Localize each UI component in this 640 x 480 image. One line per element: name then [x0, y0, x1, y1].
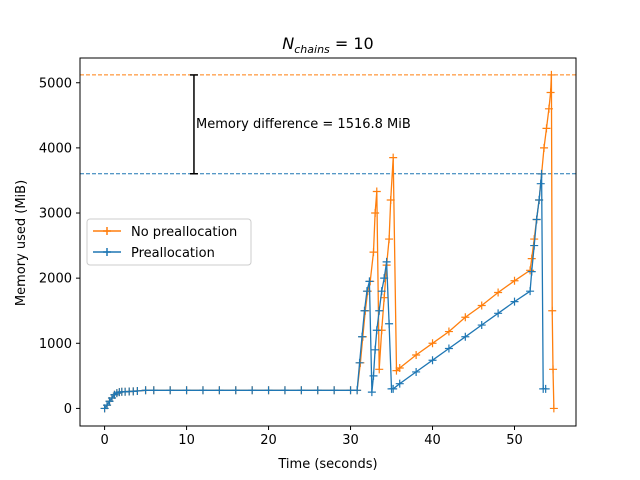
series-point-no-preallocation [527, 254, 536, 263]
y-axis-label: Memory used (MiB) [14, 180, 29, 306]
plot-area: 0 10 20 30 40 50 0 1000 2000 3000 4000 5000 [39, 57, 577, 448]
series-point-preallocation [494, 309, 503, 318]
x-tick-label: 10 [178, 433, 195, 448]
series-point-preallocation [428, 356, 437, 365]
x-tick-label: 0 [100, 433, 108, 448]
series-point-no-preallocation [494, 288, 503, 297]
series-point-preallocation [389, 384, 398, 393]
x-tick-label: 20 [260, 433, 277, 448]
series-point-preallocation [369, 371, 378, 380]
series-point-preallocation [133, 386, 142, 395]
series-point-preallocation [372, 326, 381, 335]
legend-marker-orange [103, 227, 111, 235]
series-point-no-preallocation [540, 143, 549, 152]
series-point-preallocation [358, 332, 367, 341]
x-tick-label: 50 [506, 433, 523, 448]
series-point-preallocation [382, 257, 391, 266]
series-point-no-preallocation [371, 209, 380, 218]
series-point-preallocation [280, 386, 289, 395]
series-point-no-preallocation [549, 365, 558, 374]
series-point-preallocation [537, 169, 546, 178]
series-point-preallocation [182, 386, 191, 395]
series-point-preallocation [313, 386, 322, 395]
series-point-no-preallocation [461, 313, 470, 322]
series-point-preallocation [297, 386, 306, 395]
legend-entry-preallocation: Preallocation [93, 246, 215, 261]
series-point-preallocation [375, 306, 384, 315]
series-point-no-preallocation [428, 339, 437, 348]
series-point-preallocation [248, 386, 257, 395]
series-point-preallocation [264, 386, 273, 395]
series-point-preallocation [477, 321, 486, 330]
series-point-preallocation [215, 386, 224, 395]
series-point-no-preallocation [444, 327, 453, 336]
series-point-preallocation [385, 319, 394, 328]
series-point-preallocation [380, 274, 389, 283]
series-point-no-preallocation [412, 351, 421, 360]
series-point-preallocation [395, 379, 404, 388]
series-point-preallocation [360, 306, 369, 315]
series-point-preallocation [362, 287, 371, 296]
series-point-preallocation [198, 386, 207, 395]
series-point-preallocation [412, 367, 421, 376]
y-tick-label: 3000 [39, 207, 72, 222]
series-point-preallocation [541, 384, 550, 393]
series-point-preallocation [141, 386, 150, 395]
series-point-preallocation [365, 277, 374, 286]
series-point-preallocation [444, 344, 453, 353]
series-point-no-preallocation [385, 235, 394, 244]
series-point-preallocation [536, 179, 545, 188]
series-point-no-preallocation [542, 124, 551, 133]
axes-frame [79, 57, 577, 427]
legend-label-preallocation: Preallocation [131, 246, 215, 261]
series-point-preallocation [353, 386, 362, 395]
y-tick-label: 2000 [39, 272, 72, 287]
x-tick-label: 40 [424, 433, 441, 448]
series-point-preallocation [527, 267, 536, 276]
chart-title: Nchains = 10 [282, 34, 373, 56]
series-point-preallocation [461, 332, 470, 341]
y-tick-label: 0 [64, 402, 72, 417]
series-point-no-preallocation [510, 276, 519, 285]
legend-box [86, 218, 252, 266]
legend-label-no-preallocation: No preallocation [131, 225, 237, 240]
series-point-no-preallocation [372, 187, 381, 196]
series-point-preallocation [355, 358, 364, 367]
series-point-no-preallocation [395, 364, 404, 373]
series-point-preallocation [530, 241, 539, 250]
legend-entry-no-preallocation: No preallocation [93, 225, 237, 240]
series-point-preallocation [166, 386, 175, 395]
series-point-preallocation [149, 386, 158, 395]
series-point-preallocation [231, 386, 240, 395]
series-point-no-preallocation [526, 266, 535, 275]
y-tick-label: 5000 [39, 76, 72, 91]
series-point-no-preallocation [386, 195, 395, 204]
series-point-preallocation [330, 386, 339, 395]
series-point-preallocation [377, 287, 386, 296]
series-point-no-preallocation [547, 70, 556, 79]
legend-marker-blue [103, 248, 111, 256]
y-tick-label: 4000 [39, 141, 72, 156]
series-point-no-preallocation [548, 306, 557, 315]
series-point-preallocation [367, 388, 376, 397]
y-tick-label: 1000 [39, 337, 72, 352]
series-point-no-preallocation [369, 248, 378, 257]
series-point-no-preallocation [549, 404, 558, 413]
memory-difference-annotation: Memory difference = 1516.8 MiB [196, 117, 411, 132]
series-point-preallocation [371, 345, 380, 354]
x-axis-label: Time (seconds) [277, 457, 377, 472]
legend: No preallocation Preallocation [86, 218, 252, 266]
series-point-preallocation [510, 297, 519, 306]
series-point-no-preallocation [477, 301, 486, 310]
series-point-preallocation [532, 215, 541, 224]
series-point-preallocation [535, 195, 544, 204]
series-point-no-preallocation [544, 104, 553, 113]
x-tick-label: 30 [342, 433, 359, 448]
series-point-no-preallocation [375, 365, 384, 374]
series-point-no-preallocation [546, 88, 555, 97]
series-point-no-preallocation [389, 153, 398, 162]
series-point-preallocation [526, 287, 535, 296]
